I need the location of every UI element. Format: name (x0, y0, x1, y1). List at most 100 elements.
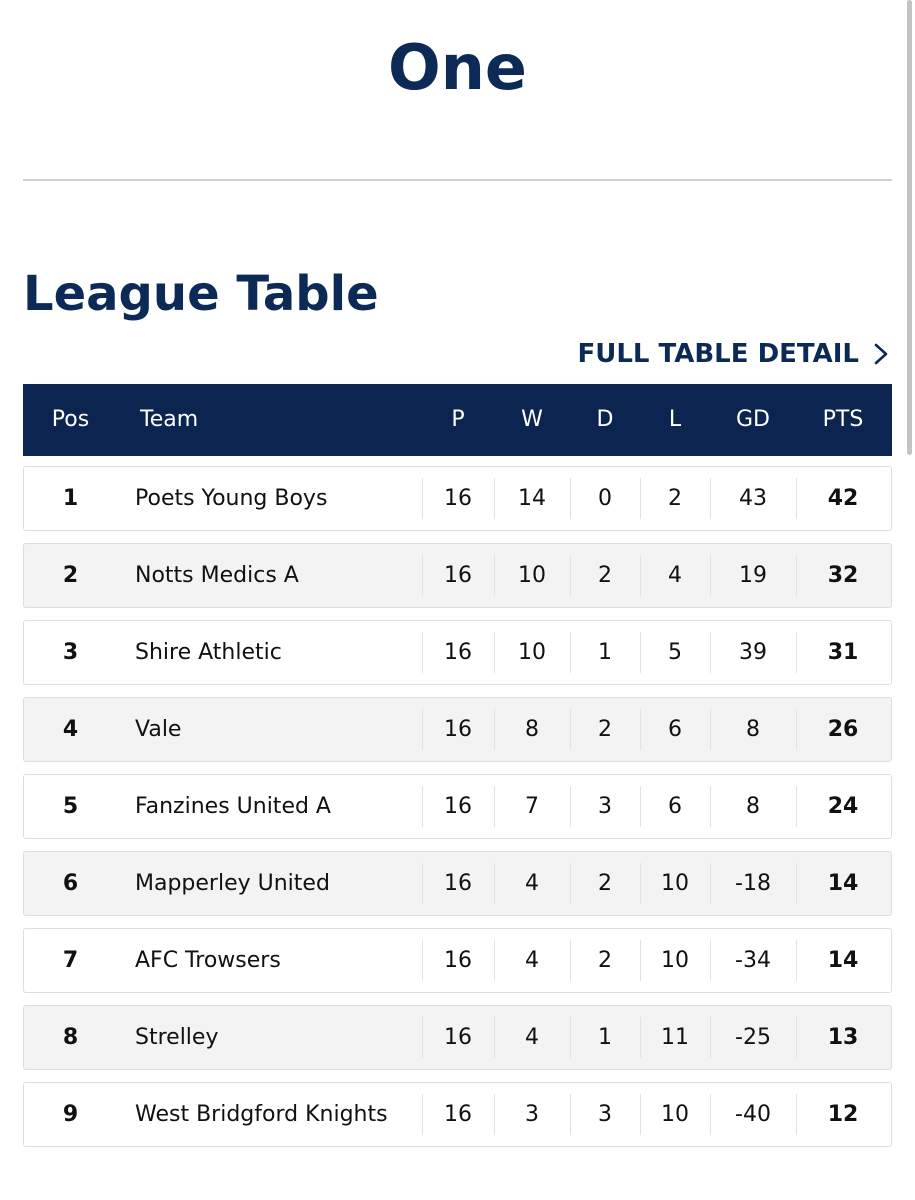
column-separator (640, 1017, 641, 1058)
column-separator (422, 1094, 423, 1135)
cell-drawn: 2 (598, 563, 612, 588)
column-separator (422, 786, 423, 827)
cell-drawn: 2 (598, 717, 612, 742)
cell-pos: 9 (62, 1102, 79, 1127)
cell-drawn: 2 (598, 871, 612, 896)
column-separator (796, 1094, 797, 1135)
column-separator (494, 1094, 495, 1135)
cell-lost: 6 (668, 717, 682, 742)
column-separator (422, 478, 423, 519)
section-title: League Table (23, 266, 379, 322)
column-separator (422, 632, 423, 673)
column-separator (494, 555, 495, 596)
column-separator (570, 1094, 571, 1135)
column-separator (796, 940, 797, 981)
cell-played: 16 (444, 1102, 472, 1127)
column-separator (570, 478, 571, 519)
header-won[interactable]: W (521, 407, 543, 432)
cell-team[interactable]: AFC Trowsers (135, 948, 281, 973)
column-separator (494, 1017, 495, 1058)
column-separator (640, 555, 641, 596)
column-separator (640, 1094, 641, 1135)
column-separator (570, 786, 571, 827)
cell-goal-difference: -34 (735, 948, 771, 973)
column-separator (640, 709, 641, 750)
cell-won: 8 (525, 717, 539, 742)
cell-points: 14 (827, 871, 859, 896)
cell-drawn: 3 (598, 794, 612, 819)
column-separator (710, 786, 711, 827)
cell-team[interactable]: Mapperley United (135, 871, 330, 896)
cell-pos: 4 (62, 717, 79, 742)
column-separator (494, 478, 495, 519)
column-separator (640, 863, 641, 904)
column-separator (710, 863, 711, 904)
cell-lost: 10 (661, 948, 689, 973)
cell-lost: 10 (661, 871, 689, 896)
column-separator (422, 863, 423, 904)
cell-goal-difference: 8 (746, 794, 760, 819)
cell-played: 16 (444, 794, 472, 819)
cell-team[interactable]: Vale (135, 717, 182, 742)
header-played[interactable]: P (451, 407, 465, 432)
table-row[interactable]: 5 Fanzines United A 16 7 3 6 8 24 (23, 774, 892, 839)
cell-team[interactable]: Shire Athletic (135, 640, 282, 665)
cell-won: 10 (518, 640, 546, 665)
table-row[interactable]: 3 Shire Athletic 16 10 1 5 39 31 (23, 620, 892, 685)
cell-team[interactable]: Fanzines United A (135, 794, 331, 819)
cell-goal-difference: 39 (739, 640, 767, 665)
header-pos[interactable]: Pos (51, 407, 90, 432)
table-row[interactable]: 2 Notts Medics A 16 10 2 4 19 32 (23, 543, 892, 608)
cell-pos: 8 (62, 1025, 79, 1050)
column-separator (796, 478, 797, 519)
chevron-right-icon (874, 343, 888, 365)
column-separator (570, 940, 571, 981)
table-row[interactable]: 7 AFC Trowsers 16 4 2 10 -34 14 (23, 928, 892, 993)
cell-played: 16 (444, 563, 472, 588)
table-row[interactable]: 9 West Bridgford Knights 16 3 3 10 -40 1… (23, 1082, 892, 1147)
cell-drawn: 2 (598, 948, 612, 973)
cell-played: 16 (444, 948, 472, 973)
cell-goal-difference: 8 (746, 717, 760, 742)
table-row[interactable]: 4 Vale 16 8 2 6 8 26 (23, 697, 892, 762)
table-row[interactable]: 8 Strelley 16 4 1 11 -25 13 (23, 1005, 892, 1070)
cell-team[interactable]: Strelley (135, 1025, 219, 1050)
column-separator (422, 1017, 423, 1058)
table-row[interactable]: 6 Mapperley United 16 4 2 10 -18 14 (23, 851, 892, 916)
cell-points: 13 (827, 1025, 859, 1050)
cell-team[interactable]: West Bridgford Knights (135, 1102, 388, 1127)
column-separator (796, 786, 797, 827)
cell-lost: 2 (668, 486, 682, 511)
cell-team[interactable]: Poets Young Boys (135, 486, 328, 511)
cell-lost: 5 (668, 640, 682, 665)
column-separator (796, 1017, 797, 1058)
full-table-detail-label: FULL TABLE DETAIL (577, 339, 859, 369)
cell-drawn: 1 (598, 640, 612, 665)
column-separator (494, 709, 495, 750)
cell-points: 14 (827, 948, 859, 973)
column-separator (422, 709, 423, 750)
cell-won: 14 (518, 486, 546, 511)
scrollbar[interactable] (907, 0, 912, 455)
divider (23, 179, 892, 181)
column-separator (796, 632, 797, 673)
header-goal-difference[interactable]: GD (736, 407, 770, 432)
header-drawn[interactable]: D (596, 407, 614, 432)
column-separator (494, 863, 495, 904)
column-separator (570, 709, 571, 750)
column-separator (640, 478, 641, 519)
cell-drawn: 0 (598, 486, 612, 511)
full-table-detail-link[interactable]: FULL TABLE DETAIL (577, 336, 891, 372)
cell-pos: 7 (62, 948, 79, 973)
table-row[interactable]: 1 Poets Young Boys 16 14 0 2 43 42 (23, 466, 892, 531)
cell-team[interactable]: Notts Medics A (135, 563, 299, 588)
cell-played: 16 (444, 871, 472, 896)
cell-played: 16 (444, 486, 472, 511)
header-team[interactable]: Team (140, 407, 199, 432)
header-points[interactable]: PTS (822, 407, 864, 432)
column-separator (710, 478, 711, 519)
cell-lost: 6 (668, 794, 682, 819)
cell-goal-difference: -18 (735, 871, 771, 896)
cell-goal-difference: -40 (735, 1102, 771, 1127)
header-lost[interactable]: L (668, 407, 682, 432)
